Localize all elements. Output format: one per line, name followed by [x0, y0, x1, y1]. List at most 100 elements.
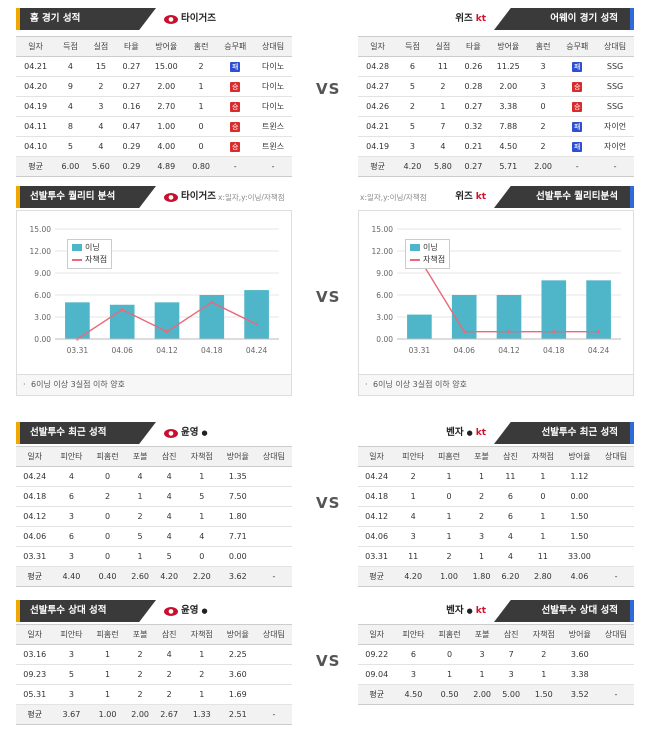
column-header: 포볼 [125, 624, 155, 645]
column-header: 홈런 [185, 36, 217, 57]
table-cell: 4 [154, 526, 184, 547]
table-cell: 1 [125, 486, 155, 507]
column-header: 포볼 [125, 446, 155, 467]
table-cell: 2 [89, 486, 126, 507]
average-row: 평균 3.67 1.00 2.00 2.67 1.33 2.51- [16, 704, 292, 725]
table-cell: 1 [467, 546, 496, 567]
away-quality-header: x:일자,y:이닝/자책점 위즈 kt 선발투수 퀄리티분석 [358, 186, 634, 208]
table-cell [255, 644, 292, 665]
average-cell: 1.00 [431, 566, 468, 587]
table-cell: 3 [467, 526, 496, 547]
average-row: 평균 4.50 0.50 2.00 5.00 1.50 3.52- [358, 684, 634, 705]
table-cell: 2.70 [146, 96, 186, 117]
home-record-header: 홈 경기 성적 ● 타이거즈 [16, 8, 292, 30]
kt-logo-icon: kt [475, 14, 486, 24]
table-cell: 1 [89, 684, 126, 705]
table-cell: 4 [154, 486, 184, 507]
away-pitcher-vs-name: 벤자 [446, 605, 464, 616]
table-cell: 4 [53, 466, 90, 487]
table-cell: 04.20 [16, 76, 56, 97]
y-tick-label: 15.00 [372, 225, 394, 234]
x-tick-label: 04.18 [543, 346, 565, 355]
table-cell: 3 [397, 136, 428, 157]
y-tick-label: 6.00 [376, 291, 393, 300]
table-header-row: 일자 득점 실점 타율 방어율 홈런 승무패 상대팀 [358, 36, 634, 57]
average-cell: 3.67 [53, 704, 90, 725]
chart-legend: 이닝 자책점 [67, 239, 113, 269]
average-cell: - [216, 156, 255, 177]
table-cell: 2 [125, 506, 155, 527]
table-row: 09.04 3 1 1 3 1 3.38 [358, 664, 634, 685]
result-badge: 승 [572, 101, 583, 112]
table-cell: 15 [85, 56, 117, 77]
column-header: 삼진 [154, 446, 184, 467]
home-pitcher-recent-header: 선발투수 최근 성적 ● 윤영 ● [16, 422, 292, 444]
average-cell: 5.00 [496, 684, 526, 705]
table-cell: 4 [495, 526, 525, 547]
table-cell: 0 [431, 644, 468, 665]
table-cell: 9 [55, 76, 86, 97]
legend-line-swatch [72, 258, 82, 261]
table-cell: 패 [216, 56, 255, 77]
table-cell: 0 [185, 136, 217, 157]
table-cell: SSG [596, 96, 634, 117]
table-cell: 3 [527, 56, 559, 77]
home-pitcher-vs-name: 윤영 [181, 605, 199, 616]
average-row: 평균 6.00 5.60 0.29 4.89 0.80- - [16, 156, 292, 177]
table-row: 04.19 3 4 0.21 4.50 2 패 자이언 [358, 136, 634, 157]
column-header: 피안타 [53, 624, 90, 645]
average-cell: - [255, 704, 292, 725]
point-earned-runs [552, 330, 556, 334]
table-cell: 3 [53, 684, 90, 705]
table-cell: 트윈스 [254, 116, 292, 137]
table-cell: 4 [427, 136, 459, 157]
table-cell: 1.12 [560, 466, 599, 487]
legend-line-label: 자책점 [423, 255, 446, 264]
home-pitcher-vs-header: 선발투수 상대 성적 ● 윤영 ● [16, 600, 292, 622]
away-record-panel: 위즈 kt 어웨이 경기 성적 일자 득점 실점 타율 방어율 홈런 승무패 상대팀 04.28… [358, 8, 634, 177]
table-row: 04.27 5 2 0.28 2.00 3 승 SSG [358, 76, 634, 97]
table-cell: 2 [527, 136, 559, 157]
quality-note: 6이닝 이상 3실점 이하 양호 [358, 374, 634, 396]
table-cell: 04.12 [358, 506, 396, 527]
table-cell: 04.10 [16, 136, 56, 157]
table-row: 04.20 9 2 0.27 2.00 1 승 다이노 [16, 76, 292, 97]
away-quality-tab: 선발투수 퀄리티분석 [494, 186, 634, 208]
table-cell: 패 [558, 56, 597, 77]
legend-line-swatch [410, 258, 420, 261]
table-cell: 04.24 [358, 466, 396, 487]
home-team-name: 타이거즈 [181, 13, 216, 24]
table-row: 04.06 6 0 5 4 4 7.71 [16, 526, 292, 547]
away-pitcher-label: 벤자 ● kt [446, 427, 486, 438]
table-cell [598, 526, 634, 547]
table-cell: 1 [427, 96, 459, 117]
average-cell: 4.20 [397, 156, 428, 177]
table-cell: 3 [395, 664, 432, 685]
table-cell [255, 506, 292, 527]
column-header: 피안타 [53, 446, 90, 467]
column-header: 삼진 [495, 446, 525, 467]
average-cell: - [596, 156, 634, 177]
average-cell: 2.20 [183, 566, 220, 587]
table-cell: 패 [558, 116, 597, 137]
home-pitcher-recent-table: 일자 피안타 피홈런 포볼 삼진 자책점 방어율 상대팀 04.24 4 0 4 4 1 1.35 04.1… [16, 446, 292, 587]
y-tick-label: 0.00 [34, 335, 51, 344]
table-row: 04.12 4 1 2 6 1 1.50 [358, 506, 634, 527]
result-badge: 패 [572, 141, 583, 152]
table-cell: 4 [85, 116, 117, 137]
away-pitcher-vs-header: 벤자 ● kt 선발투수 상대 성적 [358, 600, 634, 622]
table-cell: 04.24 [16, 466, 54, 487]
away-pitcher-vs-panel: 벤자 ● kt 선발투수 상대 성적 일자 피안타 피홈런 포볼 삼진 자책점 방어율 상대팀 0… [358, 600, 634, 705]
away-quality-chart: 0.00 3.00 6.00 9.00 12.00 15.00 03.31 04.06 04.1… [358, 210, 634, 396]
legend-line-label: 자책점 [85, 255, 108, 264]
chart-legend: 이닝 자책점 [405, 239, 451, 269]
home-pitcher-recent-tab: 선발투수 최근 성적 [16, 422, 156, 444]
table-row: 04.12 3 0 2 4 1 1.80 [16, 506, 292, 527]
table-cell: 3 [527, 76, 559, 97]
table-cell: 6 [53, 486, 90, 507]
average-cell: 4.89 [146, 156, 186, 177]
away-quality-panel: x:일자,y:이닝/자책점 위즈 kt 선발투수 퀄리티분석 [358, 186, 634, 208]
table-cell: 승 [216, 96, 255, 117]
table-cell: 04.06 [358, 526, 396, 547]
table-cell [255, 664, 292, 685]
